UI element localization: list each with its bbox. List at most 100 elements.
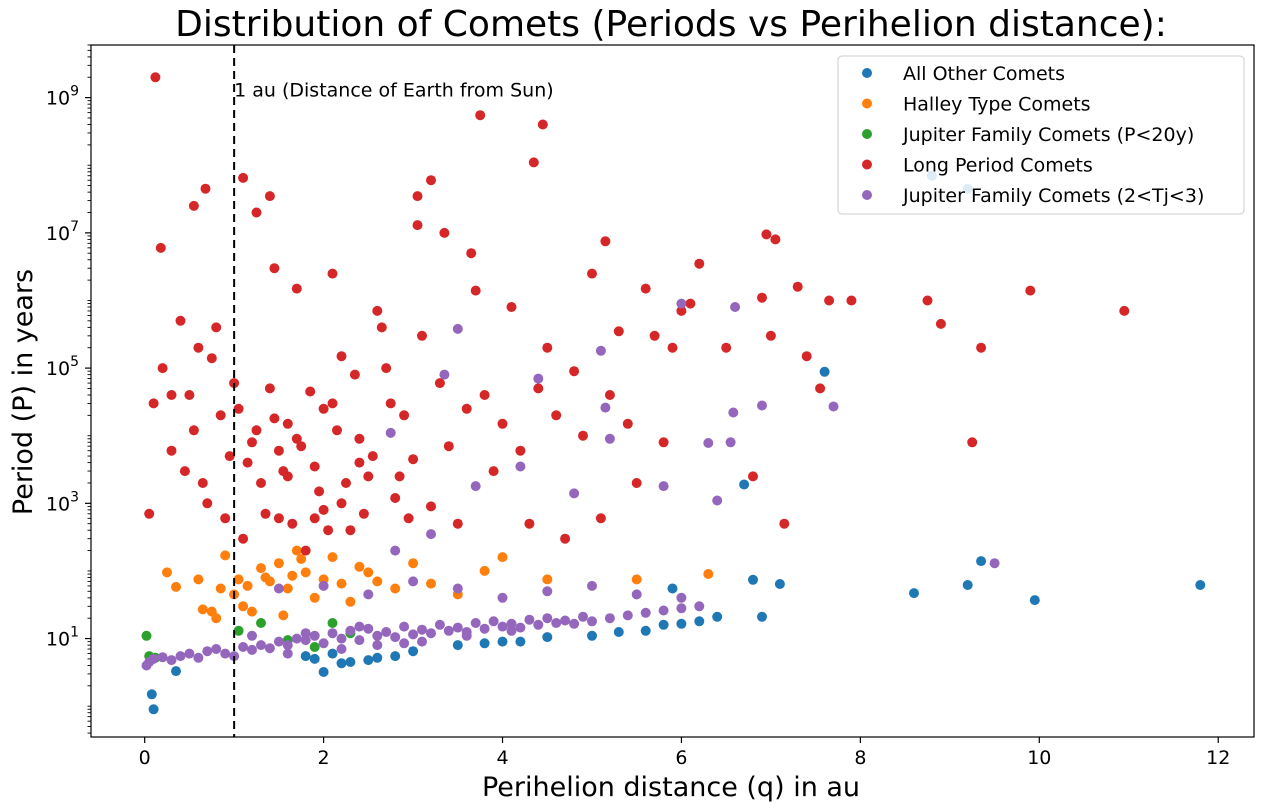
data-point (399, 410, 410, 421)
data-point (287, 518, 298, 529)
data-point (381, 363, 392, 374)
data-point (358, 508, 369, 519)
data-point (497, 636, 508, 647)
plot-frame (90, 44, 1255, 738)
data-point (247, 644, 257, 655)
data-point (309, 513, 320, 524)
data-point (622, 418, 633, 429)
data-point (528, 157, 539, 168)
data-point (748, 471, 758, 482)
data-point (215, 410, 226, 421)
data-point (206, 353, 217, 364)
data-point (282, 583, 293, 594)
reference-line-label: 1 au (Distance of Earth from Sun) (234, 80, 554, 102)
data-point (461, 630, 472, 641)
data-point (166, 390, 177, 400)
legend-item: Jupiter Family Comets (2<Tj<3) (862, 185, 1204, 207)
data-point (757, 400, 767, 411)
data-point (247, 606, 257, 617)
data-point (247, 437, 257, 448)
data-point (524, 614, 535, 625)
legend-box (837, 55, 1245, 215)
data-point (215, 583, 226, 594)
y-tick-label: 107 (46, 219, 79, 245)
x-tick-label: 0 (139, 747, 151, 769)
data-point (345, 596, 356, 607)
data-point (408, 576, 419, 587)
data-point (300, 651, 311, 662)
data-point (202, 498, 213, 509)
data-point (200, 183, 211, 194)
data-point (658, 605, 669, 616)
data-point (300, 567, 311, 578)
data-point (224, 451, 235, 462)
data-point (269, 413, 280, 424)
data-point (264, 191, 275, 202)
data-point (256, 563, 266, 574)
data-point (247, 630, 257, 641)
data-point (251, 207, 262, 218)
data-point (725, 437, 736, 448)
data-point (542, 613, 553, 624)
data-point (846, 295, 857, 306)
data-point (197, 478, 208, 488)
data-point (148, 653, 159, 664)
data-point (175, 651, 186, 662)
data-point (171, 581, 181, 592)
data-point (962, 580, 973, 590)
data-point (721, 342, 732, 353)
data-point (390, 545, 401, 556)
data-point (515, 636, 526, 647)
data-point (587, 268, 597, 279)
data-point (157, 652, 168, 663)
chart-title: Distribution of Comets (Periods vs Perih… (175, 4, 1167, 45)
legend-label: Jupiter Family Comets (2<Tj<3) (902, 185, 1204, 207)
data-point (524, 518, 535, 529)
legend-label: Jupiter Family Comets (P<20y) (902, 124, 1194, 146)
data-point (327, 552, 338, 563)
data-point (336, 633, 347, 644)
data-point (162, 567, 172, 578)
series-1 (146, 170, 1206, 715)
data-point (300, 628, 311, 639)
data-point (542, 586, 553, 597)
data-point (264, 383, 275, 394)
data-point (363, 655, 374, 666)
data-point (260, 572, 271, 583)
data-point (233, 625, 244, 636)
data-point (327, 648, 338, 659)
data-point (537, 119, 548, 130)
data-point (475, 110, 486, 121)
data-point (318, 667, 329, 677)
data-point (300, 635, 311, 646)
data-point (345, 657, 356, 667)
data-point (694, 258, 705, 269)
data-point (622, 610, 633, 621)
data-point (470, 481, 481, 492)
data-point (909, 588, 919, 599)
data-point (273, 513, 284, 524)
data-point (296, 441, 307, 452)
data-point (578, 611, 588, 622)
data-point (309, 653, 320, 664)
data-point (631, 478, 642, 488)
data-point (470, 618, 481, 628)
data-point (256, 618, 266, 628)
data-point (426, 175, 436, 186)
data-point (291, 633, 302, 644)
data-point (676, 305, 687, 316)
y-axis-ticks: 101 103 105 107 109 (46, 44, 91, 734)
data-point (497, 552, 508, 563)
data-point (466, 248, 477, 259)
data-point (587, 616, 597, 627)
data-point (282, 471, 293, 482)
data-point (390, 493, 401, 503)
data-point (542, 632, 553, 643)
data-point (439, 227, 450, 238)
data-point (363, 623, 374, 634)
data-point (600, 402, 611, 413)
data-point (193, 342, 204, 353)
data-point (770, 234, 781, 245)
data-point (376, 322, 387, 333)
data-point (399, 621, 410, 632)
